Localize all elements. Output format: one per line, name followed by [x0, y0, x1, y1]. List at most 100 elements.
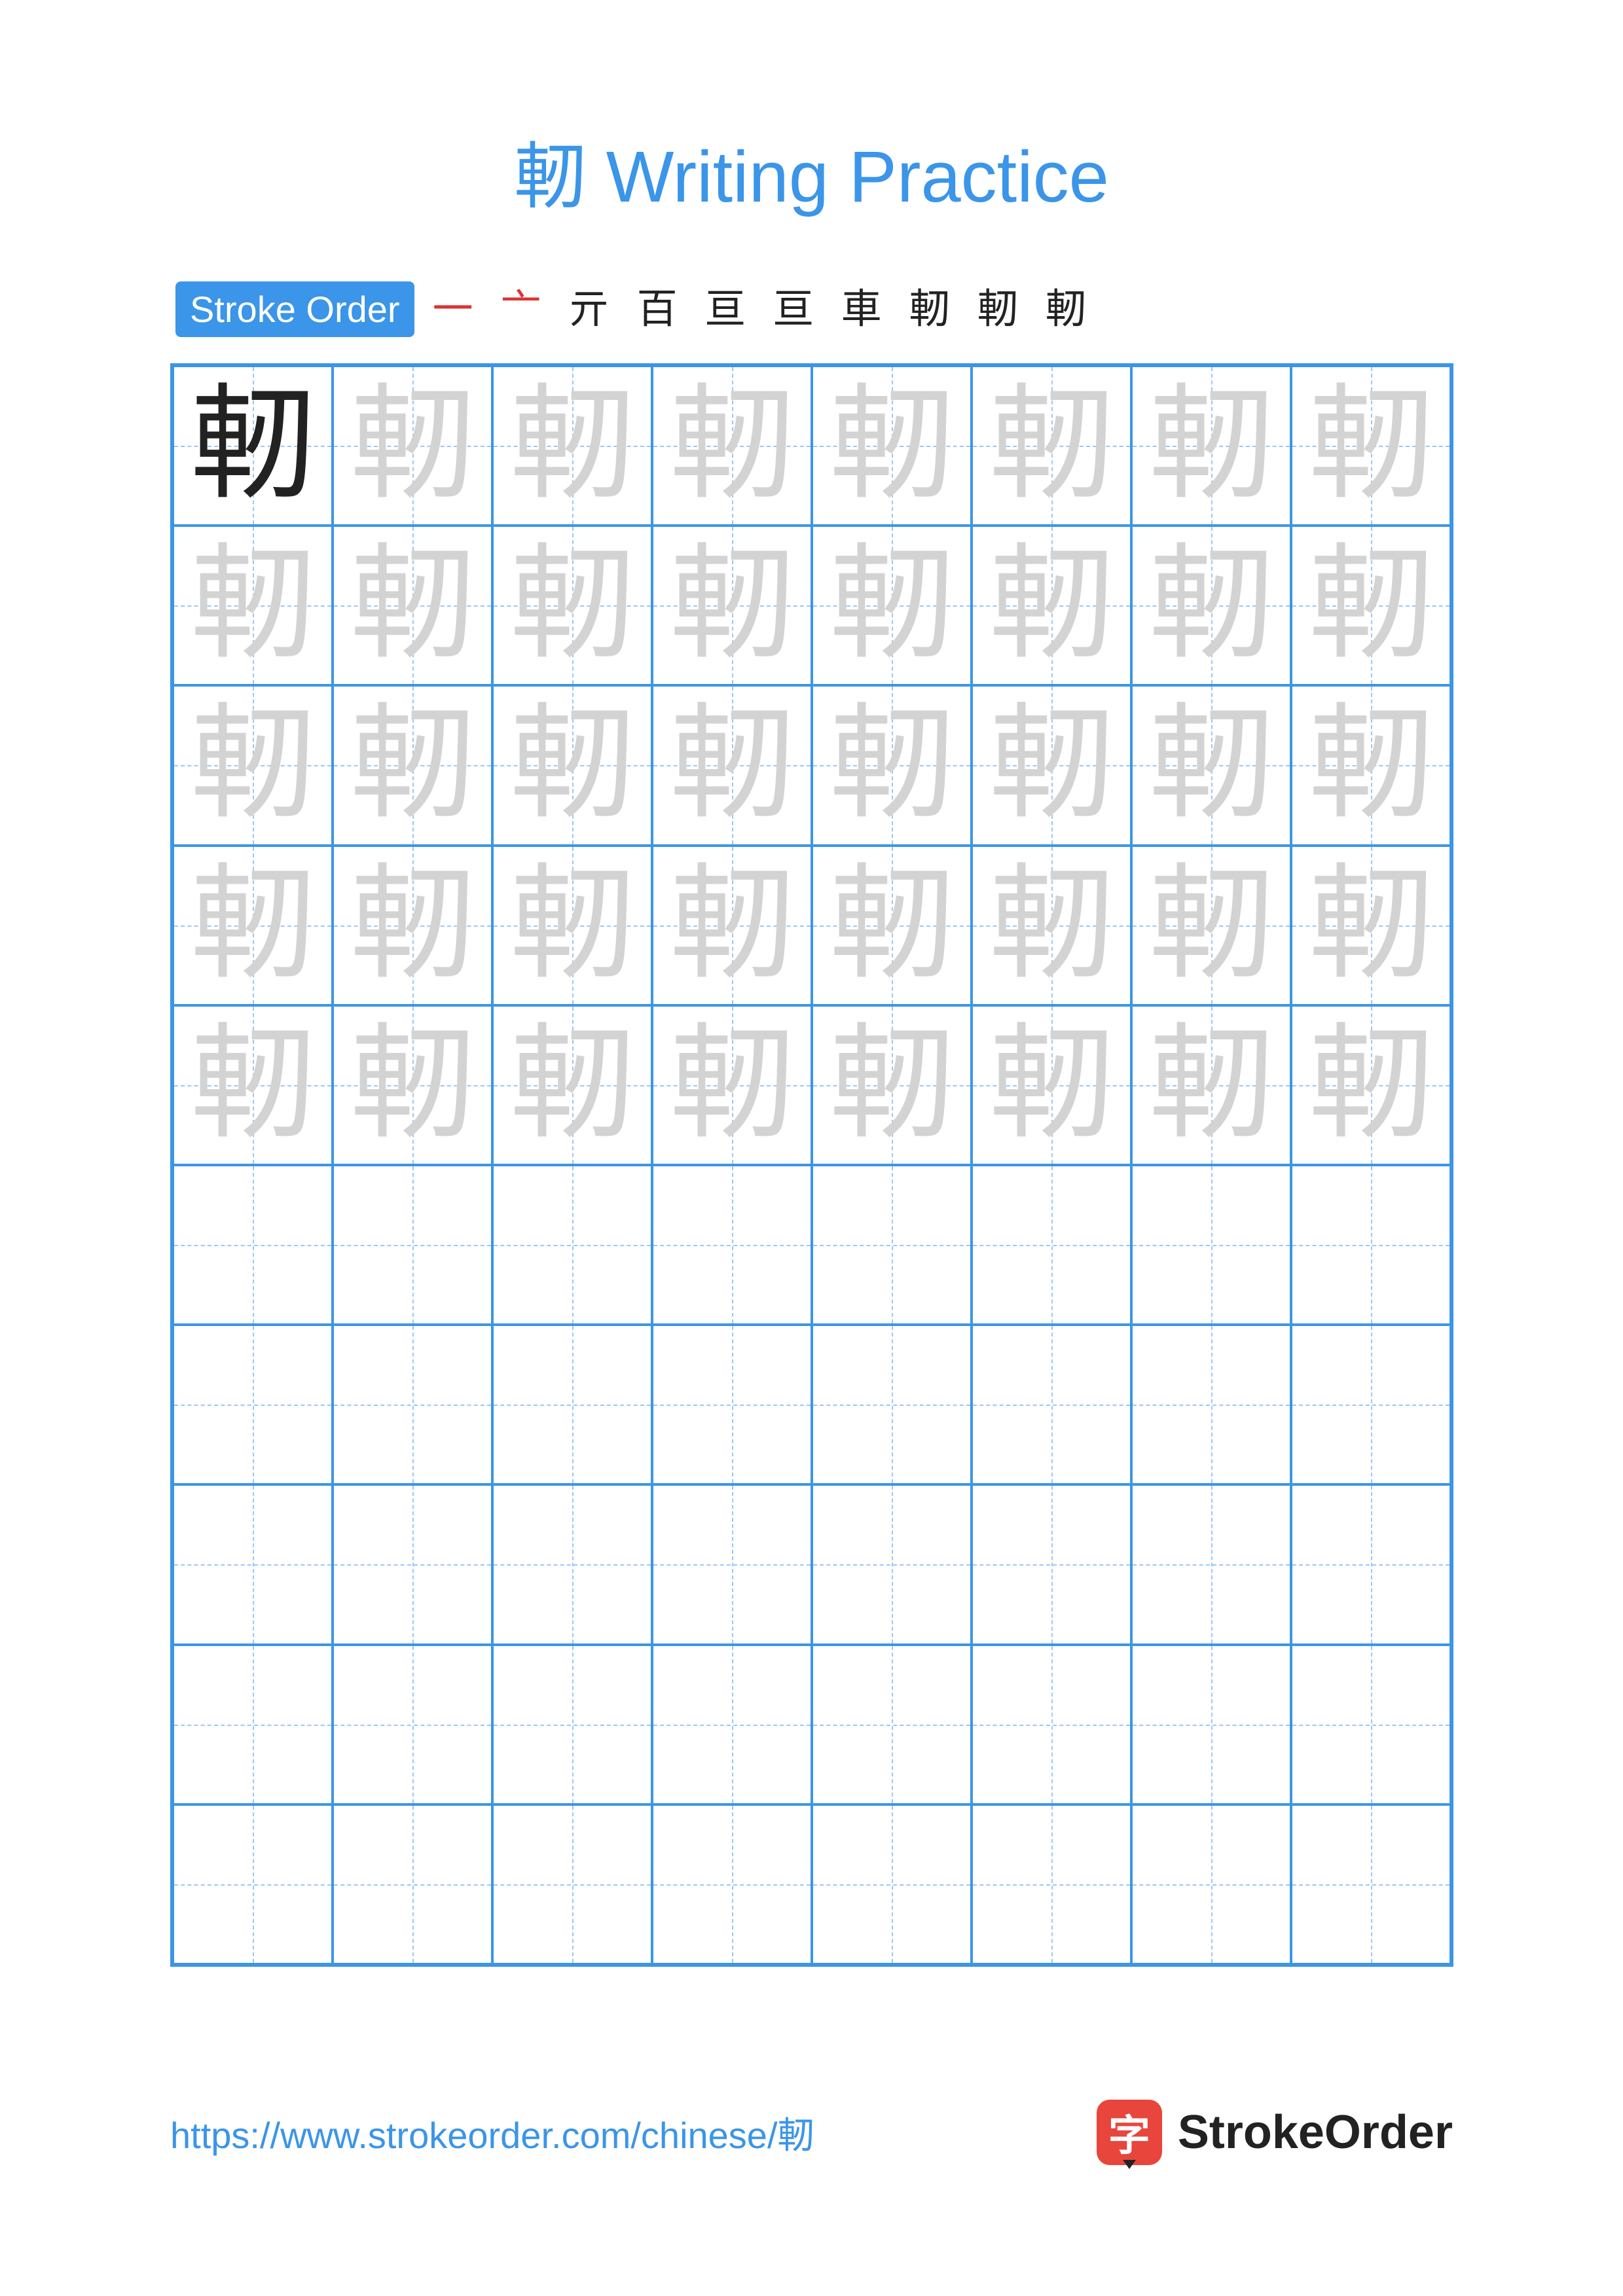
stroke-step: 百	[637, 289, 678, 330]
grid-cell: 軔	[652, 1005, 812, 1165]
stroke-step: 軔	[1046, 289, 1086, 330]
grid-cell: 軔	[1131, 526, 1291, 685]
practice-char: 軔	[989, 703, 1114, 827]
practice-char: 軔	[830, 384, 954, 508]
grid-cell: 軔	[1131, 1005, 1291, 1165]
grid-cell	[812, 1804, 972, 1964]
grid-cell	[173, 1325, 333, 1484]
grid-cell	[812, 1484, 972, 1644]
grid-cell: 軔	[173, 366, 333, 526]
grid-cell	[1291, 1165, 1451, 1325]
grid-cell: 軔	[492, 366, 652, 526]
grid-cell	[492, 1645, 652, 1804]
grid-cell	[652, 1804, 812, 1964]
grid-cell	[333, 1165, 492, 1325]
stroke-step: 一	[433, 289, 473, 330]
practice-char: 軔	[1149, 543, 1273, 668]
grid-cell: 軔	[1291, 526, 1451, 685]
grid-cell: 軔	[492, 685, 652, 845]
practice-char: 軔	[191, 703, 315, 827]
grid-cell	[1291, 1645, 1451, 1804]
practice-char: 軔	[191, 384, 315, 508]
practice-char: 軔	[510, 384, 634, 508]
practice-char: 軔	[191, 543, 315, 668]
grid-cell: 軔	[652, 685, 812, 845]
grid-cell	[1131, 1484, 1291, 1644]
grid-cell: 軔	[972, 526, 1131, 685]
practice-char: 軔	[350, 543, 475, 668]
practice-char: 軔	[989, 543, 1114, 668]
grid-cell	[492, 1165, 652, 1325]
grid-cell	[972, 1165, 1131, 1325]
practice-char: 軔	[989, 1023, 1114, 1147]
grid-cell	[173, 1804, 333, 1964]
practice-char: 軔	[510, 703, 634, 827]
stroke-order-label: Stroke Order	[175, 281, 414, 337]
grid-cell: 軔	[972, 685, 1131, 845]
grid-cell: 軔	[173, 685, 333, 845]
grid-cell	[492, 1325, 652, 1484]
grid-cell	[652, 1484, 812, 1644]
grid-cell	[173, 1165, 333, 1325]
brand: 字 StrokeOrder	[1097, 2100, 1453, 2165]
stroke-step: 亘	[705, 289, 746, 330]
grid-cell	[1131, 1165, 1291, 1325]
practice-char: 軔	[191, 1023, 315, 1147]
grid-cell	[492, 1484, 652, 1644]
grid-cell: 軔	[812, 846, 972, 1005]
practice-char: 軔	[1309, 703, 1433, 827]
practice-char: 軔	[1149, 863, 1273, 988]
source-url: https://www.strokeorder.com/chinese/軔	[170, 2106, 814, 2159]
stroke-step: 亓	[569, 289, 610, 330]
grid-cell: 軔	[492, 526, 652, 685]
grid-cell	[173, 1484, 333, 1644]
practice-char: 軔	[989, 863, 1114, 988]
practice-grid: 軔軔軔軔軔軔軔軔軔軔軔軔軔軔軔軔軔軔軔軔軔軔軔軔軔軔軔軔軔軔軔軔軔軔軔軔軔軔軔軔	[170, 363, 1453, 1967]
grid-cell: 軔	[492, 1005, 652, 1165]
grid-cell	[333, 1645, 492, 1804]
grid-cell: 軔	[1291, 685, 1451, 845]
grid-cell: 軔	[333, 685, 492, 845]
grid-cell	[173, 1645, 333, 1804]
grid-cell	[652, 1165, 812, 1325]
grid-cell: 軔	[652, 846, 812, 1005]
grid-cell	[972, 1484, 1131, 1644]
grid-cell: 軔	[1131, 366, 1291, 526]
grid-cell: 軔	[812, 1005, 972, 1165]
grid-cell: 軔	[812, 366, 972, 526]
grid-cell	[972, 1645, 1131, 1804]
practice-char: 軔	[830, 1023, 954, 1147]
grid-cell	[972, 1325, 1131, 1484]
practice-char: 軔	[510, 863, 634, 988]
practice-char: 軔	[350, 863, 475, 988]
stroke-order-row: Stroke Order 一亠亓百亘亘車軔軔軔	[170, 281, 1453, 337]
practice-char: 軔	[989, 384, 1114, 508]
stroke-step: 軔	[909, 289, 950, 330]
practice-char: 軔	[1149, 1023, 1273, 1147]
brand-text: StrokeOrder	[1178, 2106, 1453, 2159]
practice-char: 軔	[1149, 703, 1273, 827]
grid-cell: 軔	[1291, 846, 1451, 1005]
grid-cell: 軔	[972, 366, 1131, 526]
page-title: 軔 Writing Practice	[170, 118, 1453, 223]
brand-icon: 字	[1097, 2100, 1162, 2165]
grid-cell	[812, 1165, 972, 1325]
practice-char: 軔	[670, 703, 794, 827]
practice-char: 軔	[830, 703, 954, 827]
grid-cell: 軔	[812, 526, 972, 685]
grid-cell: 軔	[333, 846, 492, 1005]
grid-cell: 軔	[333, 366, 492, 526]
practice-char: 軔	[350, 703, 475, 827]
grid-cell	[812, 1325, 972, 1484]
grid-cell	[333, 1804, 492, 1964]
grid-cell	[492, 1804, 652, 1964]
stroke-steps: 一亠亓百亘亘車軔軔軔	[433, 289, 1086, 330]
grid-cell	[1131, 1645, 1291, 1804]
grid-cell: 軔	[1131, 685, 1291, 845]
stroke-step: 亠	[501, 289, 541, 330]
grid-cell: 軔	[333, 1005, 492, 1165]
grid-cell	[652, 1645, 812, 1804]
practice-char: 軔	[191, 863, 315, 988]
practice-char: 軔	[670, 384, 794, 508]
stroke-step: 軔	[977, 289, 1018, 330]
